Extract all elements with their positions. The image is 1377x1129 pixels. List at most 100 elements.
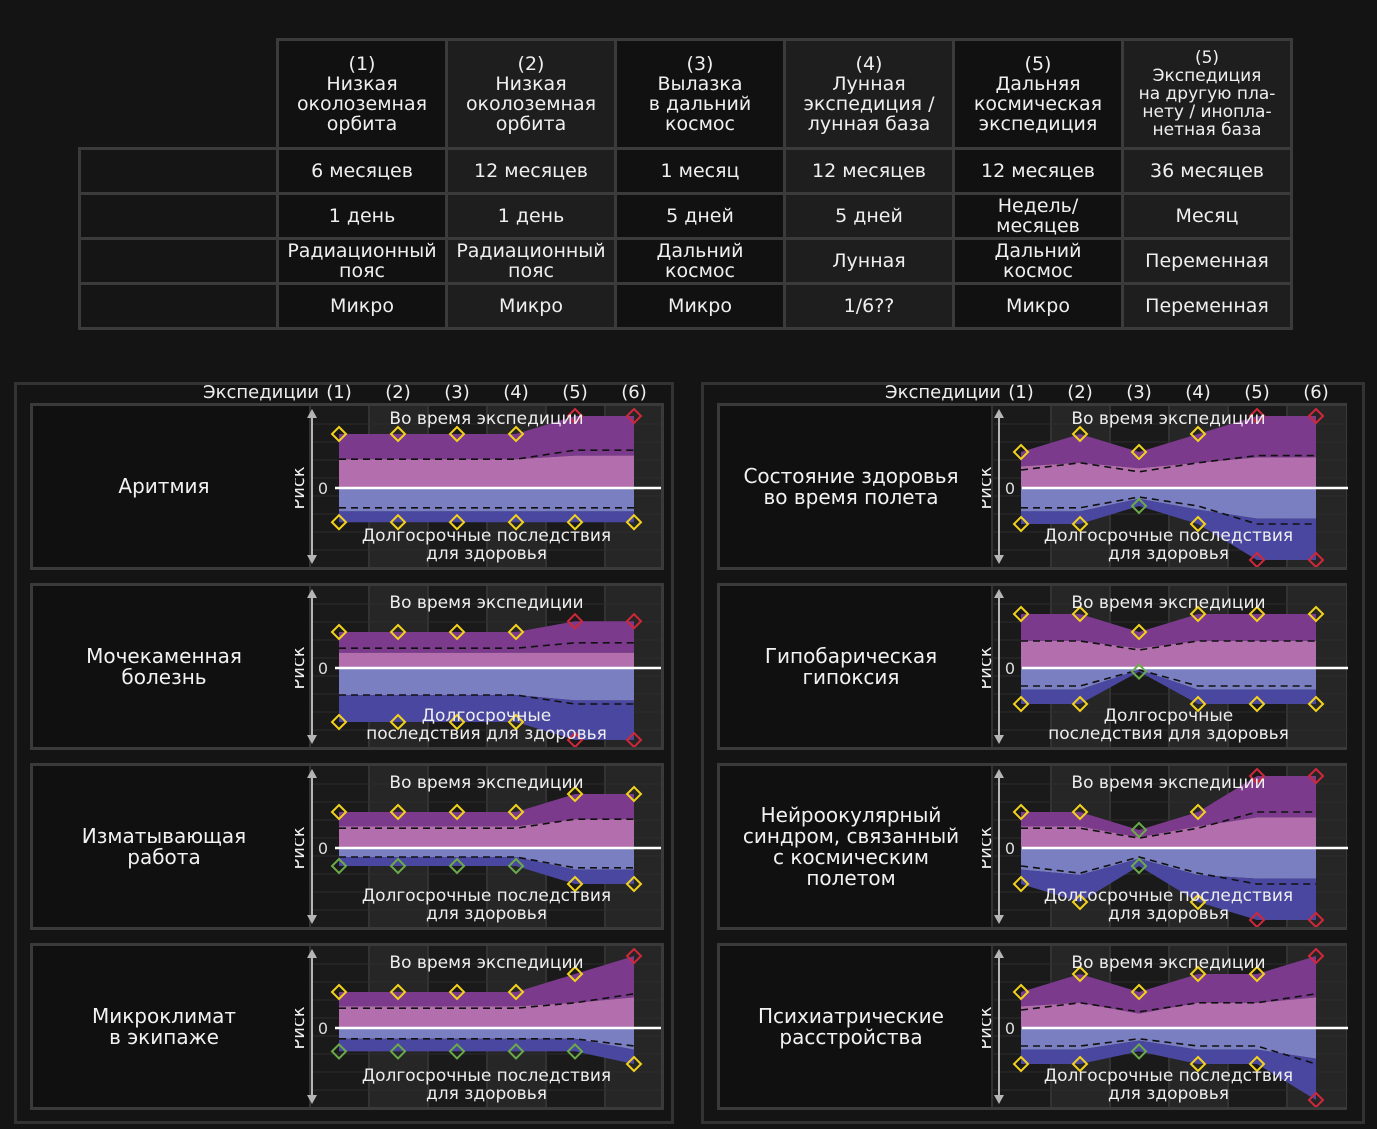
table-cell: 1 день <box>445 192 617 240</box>
inflight-risk-marker <box>507 425 525 443</box>
inflight-label: Во время экспедиции <box>1071 409 1265 429</box>
inflight-risk-marker <box>625 785 643 803</box>
longterm-dashed-line <box>339 1038 635 1047</box>
arrow-down-icon <box>994 735 1004 744</box>
expedition-number: (2) <box>517 53 545 75</box>
longterm-risk-marker <box>566 1042 584 1060</box>
zero-tick-label: 0 <box>318 1019 328 1038</box>
risk-panel: Микроклимат в экипаже Риск 0 Во время экспе… <box>30 943 664 1110</box>
inflight-risk-marker <box>389 623 407 641</box>
table-cell: 5 дней <box>614 192 786 240</box>
inflight-risk-marker <box>1307 947 1325 965</box>
inflight-risk-marker <box>330 623 348 641</box>
longterm-label: Долгосрочные последствия для здоровья <box>1048 706 1289 744</box>
expedition-name-line: Низкая <box>495 73 567 95</box>
risk-title: Аритмия <box>118 474 210 498</box>
inflight-risk-marker <box>389 803 407 821</box>
y-axis-label: Риск <box>982 1006 996 1049</box>
inflight-risk-marker <box>566 612 584 630</box>
table-corner <box>80 40 278 149</box>
risk-panel: Изматывающая работа Риск 0 Во время экспеди… <box>30 763 664 930</box>
risk-chart: Риск 0 Во время экспедиции Долгосрочные посл… <box>982 586 1348 747</box>
x-tick-label: (1) <box>1008 382 1034 403</box>
longterm-risk-marker <box>389 713 407 731</box>
row-label <box>78 147 279 195</box>
longterm-risk-marker <box>1189 1055 1207 1073</box>
longterm-inner-area <box>1021 668 1316 690</box>
expedition-name-line: космическая <box>973 93 1103 115</box>
longterm-label-line: Долгосрочные последствия <box>1044 526 1293 546</box>
inflight-risk-marker <box>448 623 466 641</box>
longterm-outer-area <box>1021 498 1316 560</box>
longterm-outer-area <box>339 1038 634 1064</box>
inflight-label: Во время экспедиции <box>389 593 583 613</box>
longterm-dashed-line <box>339 856 634 869</box>
arrow-down-icon <box>307 735 317 744</box>
longterm-risk-marker <box>566 731 584 747</box>
risk-panel: Мочекаменная болезнь Риск 0 Во время экспед… <box>30 583 664 750</box>
longterm-outer-area <box>339 857 634 884</box>
arrow-up-icon <box>994 769 1004 778</box>
longterm-risk-marker <box>330 713 348 731</box>
longterm-risk-marker <box>330 513 348 531</box>
arrow-up-icon <box>307 769 317 778</box>
risk-title: Состояние здоровья во время полета <box>743 463 959 509</box>
table-row: 6 месяцев 12 месяцев 1 месяц 12 месяцев 12 м… <box>78 147 1293 195</box>
longterm-inner-area <box>1021 1028 1316 1059</box>
expedition-name-line: нету / инопла- <box>1142 102 1272 122</box>
table-cell: Микро <box>614 282 786 330</box>
expedition-name-line: нетная база <box>1152 120 1262 140</box>
right-chart-column <box>701 382 1365 1124</box>
expedition-name-line: экспедиция <box>978 113 1098 135</box>
table-cell: Недель/ месяцев <box>952 192 1124 240</box>
y-axis-label: Риск <box>982 646 996 689</box>
expedition-name-line: в дальний <box>648 93 752 115</box>
inflight-outer-area <box>339 956 634 1007</box>
zero-tick-label: 0 <box>318 839 328 858</box>
longterm-risk-marker <box>1189 893 1207 911</box>
longterm-risk-marker <box>507 1042 525 1060</box>
expedition-name-line: Вылазка <box>657 73 743 95</box>
inflight-label: Во время экспедиции <box>389 953 583 973</box>
longterm-risk-marker <box>448 1042 466 1060</box>
inflight-risk-marker <box>1012 443 1030 461</box>
arrow-down-icon <box>994 915 1004 924</box>
inflight-risk-marker <box>448 425 466 443</box>
y-axis-label: Риск <box>295 466 309 509</box>
y-axis-label: Риск <box>982 826 996 869</box>
inflight-risk-marker <box>625 407 643 425</box>
inflight-inner-area <box>339 455 634 488</box>
table-cell: Дальний космос <box>952 237 1124 285</box>
longterm-label-line: последствия для здоровья <box>1048 724 1289 744</box>
y-axis-label: Риск <box>295 1006 309 1049</box>
longterm-label: Долгосрочные последствия для здоровья <box>1044 1066 1293 1104</box>
longterm-risk-marker <box>507 713 525 731</box>
inflight-risk-marker <box>1307 767 1325 785</box>
risk-panel: Гипобарическая гипоксия Риск 0 Во время экс… <box>717 583 1348 750</box>
y-axis-label: Риск <box>982 466 996 509</box>
inflight-dashed-line <box>1020 454 1316 473</box>
x-tick-label: (3) <box>1126 382 1152 403</box>
risk-chart: Риск 0 Во время экспедиции Долгосрочные пос… <box>295 406 661 567</box>
longterm-label: Долгосрочные последствия для здоровья <box>1044 886 1293 924</box>
x-tick-label: (5) <box>1244 382 1270 403</box>
longterm-risk-marker <box>1012 515 1030 533</box>
inflight-label: Во время экспедиции <box>1071 953 1265 973</box>
risk-chart: Риск 0 Во время экспедиции Долгосрочные пос… <box>982 946 1348 1107</box>
inflight-outer-area <box>1021 956 1316 1014</box>
expedition-number: (4) <box>855 53 883 75</box>
arrow-up-icon <box>307 949 317 958</box>
risk-panel: Состояние здоровья во время полета Риск 0 В… <box>717 403 1348 570</box>
inflight-outer-area <box>1021 614 1316 649</box>
risk-panel: Психиатрические расстройства Риск 0 Во врем… <box>717 943 1348 1110</box>
arrow-down-icon <box>307 555 317 564</box>
inflight-dashed-line <box>339 641 634 650</box>
table-cell: 5 дней <box>783 192 955 240</box>
longterm-risk-marker <box>1248 1055 1266 1073</box>
longterm-risk-marker <box>1130 663 1148 681</box>
longterm-inner-area <box>339 488 634 512</box>
table-cell: 1/6?? <box>783 282 955 330</box>
expedition-number: (1) <box>348 53 376 75</box>
longterm-inner-area <box>339 668 634 701</box>
inflight-risk-marker <box>330 983 348 1001</box>
